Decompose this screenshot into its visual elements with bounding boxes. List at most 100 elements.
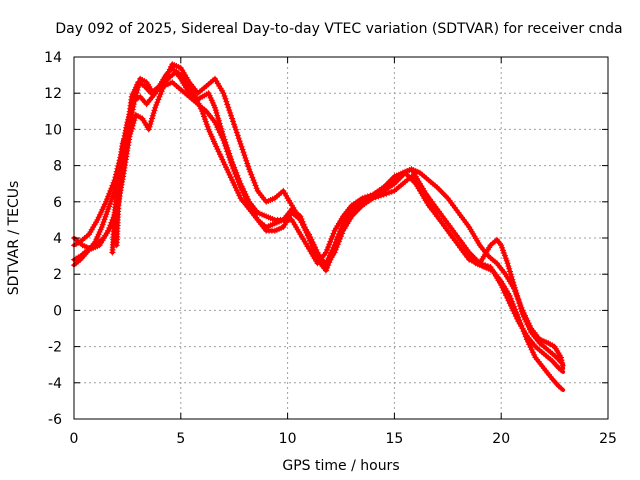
y-tick-label: 4 <box>53 231 62 247</box>
data-point-markers <box>220 137 235 166</box>
data-point-markers <box>380 188 395 198</box>
y-axis-label: SDTVAR / TECUs <box>6 181 22 296</box>
data-point-markers <box>143 92 157 108</box>
data-point-markers <box>455 235 471 254</box>
data-point-markers <box>122 122 130 140</box>
data-point-markers <box>476 244 493 267</box>
data-point-markers <box>271 216 284 223</box>
data-point-markers <box>98 208 111 231</box>
y-tick-label: -6 <box>48 412 62 428</box>
data-point-markers <box>493 236 503 247</box>
data-point-markers <box>186 93 199 106</box>
x-tick-label: 0 <box>70 431 79 447</box>
data-point-markers <box>434 213 449 232</box>
data-point-markers <box>444 227 460 246</box>
data-point-markers <box>306 231 320 253</box>
data-point-markers <box>94 201 108 223</box>
data-point-markers <box>348 200 364 212</box>
x-tick-label: 15 <box>385 431 403 447</box>
data-point-markers <box>173 68 186 80</box>
data-point-markers <box>126 114 139 140</box>
data-point-markers <box>145 107 158 133</box>
data-point-markers <box>455 242 469 257</box>
y-tick-label: 2 <box>53 267 62 283</box>
data-point-markers <box>553 354 565 366</box>
data-point-markers <box>536 340 550 352</box>
data-point-markers <box>194 84 208 97</box>
data-point-markers <box>380 175 396 191</box>
data-point-markers <box>380 182 396 194</box>
data-point-markers <box>246 166 260 192</box>
data-point-markers <box>86 219 100 238</box>
data-point-markers <box>212 119 226 141</box>
data-point-markers <box>323 230 337 256</box>
data-point-markers <box>391 182 404 194</box>
data-point-markers <box>540 350 554 363</box>
data-point-markers <box>271 225 285 234</box>
data-point-markers <box>280 212 294 231</box>
data-point-markers <box>263 213 276 222</box>
data-point-markers <box>271 189 285 202</box>
data-point-markers <box>455 209 471 228</box>
y-tick-label: 8 <box>53 159 62 175</box>
data-point-markers <box>271 217 285 227</box>
data-point-markers <box>511 282 525 315</box>
data-point-markers <box>237 184 251 206</box>
series-track-f <box>113 120 130 249</box>
y-tick-label: -2 <box>48 340 62 356</box>
data-point-markers <box>340 215 354 234</box>
data-point-markers <box>493 260 507 275</box>
chart-title: Day 092 of 2025, Sidereal Day-to-day VTE… <box>55 21 622 37</box>
data-point-markers <box>212 104 226 137</box>
data-point-markers <box>532 354 546 370</box>
data-point-markers <box>186 79 200 94</box>
y-tick-label: 0 <box>53 303 62 319</box>
series-line <box>72 69 566 392</box>
data-point-markers <box>169 61 182 70</box>
data-point-markers <box>152 85 166 111</box>
series-layer <box>71 61 566 392</box>
data-point-markers <box>391 171 407 187</box>
data-point-markers <box>280 208 294 223</box>
data-point-markers <box>169 79 182 91</box>
data-point-markers <box>348 204 364 220</box>
data-point-markers <box>254 216 268 232</box>
data-point-markers <box>340 204 353 220</box>
x-tick-label: 20 <box>492 431 510 447</box>
data-point-markers <box>444 195 460 214</box>
data-point-markers <box>160 63 174 86</box>
data-point-markers <box>120 136 133 180</box>
data-point-markers <box>143 79 155 94</box>
data-point-markers <box>203 108 217 123</box>
data-point-markers <box>408 166 421 175</box>
data-point-markers <box>417 169 430 182</box>
data-point-markers <box>194 101 208 113</box>
data-point-markers <box>545 340 556 349</box>
data-point-markers <box>528 329 541 344</box>
data-point-markers <box>288 209 302 222</box>
data-point-markers <box>545 347 558 359</box>
data-point-markers <box>359 196 374 209</box>
data-point-markers <box>152 81 165 97</box>
series-track-a <box>71 64 566 374</box>
y-tick-label: -4 <box>48 376 62 392</box>
data-point-markers <box>205 90 217 109</box>
data-point-markers <box>485 253 498 265</box>
data-point-markers <box>523 336 538 358</box>
data-point-markers <box>229 162 243 188</box>
data-point-markers <box>229 115 243 145</box>
data-point-markers <box>434 206 449 225</box>
data-point-markers <box>466 249 482 265</box>
data-point-markers <box>504 260 517 286</box>
data-point-markers <box>370 185 385 198</box>
data-point-markers <box>132 111 144 121</box>
series-track-b <box>71 68 566 392</box>
data-point-markers <box>199 91 210 100</box>
data-point-markers <box>532 343 545 355</box>
data-point-markers <box>79 242 92 251</box>
data-point-markers <box>254 187 268 203</box>
data-point-markers <box>92 226 104 245</box>
data-point-markers <box>237 140 252 170</box>
data-point-markers <box>263 196 276 205</box>
data-point-markers <box>137 93 148 106</box>
